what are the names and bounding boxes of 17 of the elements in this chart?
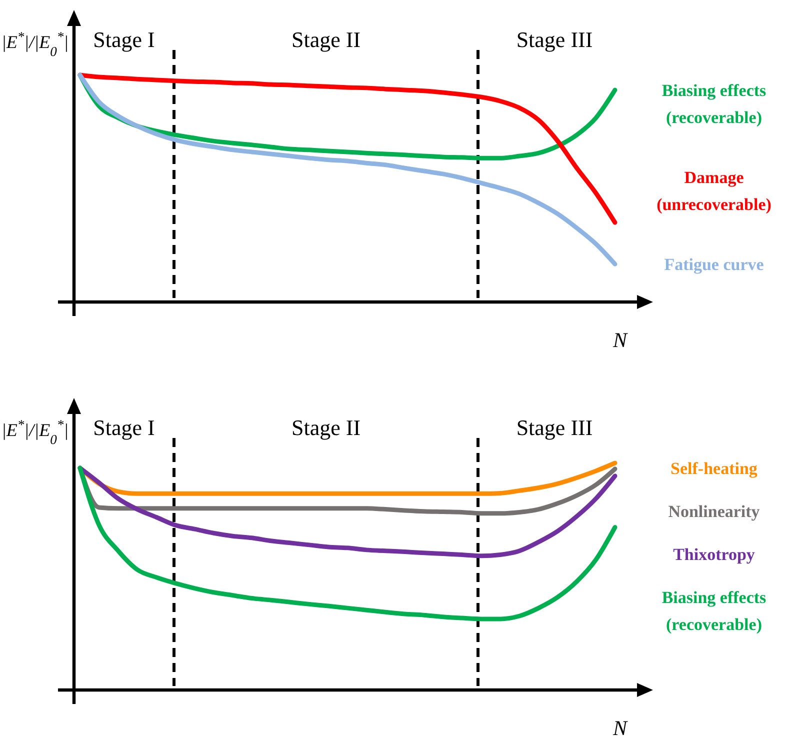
text: Self-heating — [670, 458, 758, 478]
text: Damage (unrecoverable) — [656, 168, 772, 214]
text: Stage I — [93, 27, 155, 52]
text: Biasing effects (recoverable) — [662, 80, 767, 127]
x-axis-title: N — [612, 328, 628, 352]
text: Biasing effects (recoverable) — [662, 588, 767, 634]
x-axis-title: N — [612, 716, 628, 740]
text: Stage II — [291, 415, 361, 440]
text: Stage I — [93, 415, 155, 440]
text: Stage II — [291, 27, 361, 52]
text: Thixotropy — [673, 544, 756, 564]
y-axis-title: |E$^{*}$|/|E$_{0}$$^{*}$| — [1, 416, 69, 446]
text: Fatigue curve — [664, 255, 764, 274]
text: Stage III — [516, 27, 593, 52]
y-axis-title: |E$^{*}$|/|E$_{0}$$^{*}$| — [1, 28, 69, 58]
text: Stage III — [516, 415, 593, 440]
text: Nonlinearity — [668, 502, 760, 521]
